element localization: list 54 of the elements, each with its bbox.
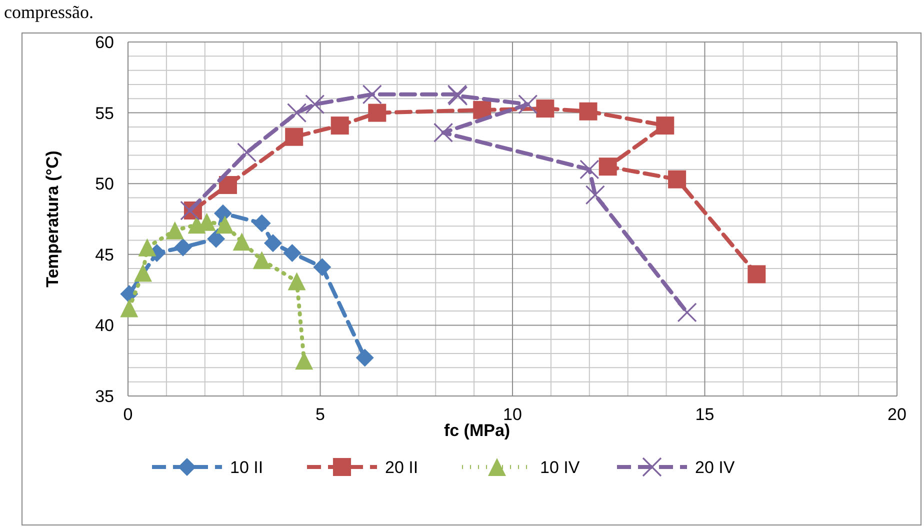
point (218, 176, 237, 194)
point (232, 232, 251, 251)
y-tick-label: 35 (95, 386, 114, 406)
x-tick-label: 20 (888, 405, 906, 424)
point (264, 234, 282, 252)
point (174, 238, 192, 256)
point (473, 100, 492, 119)
point (252, 251, 271, 270)
point (585, 185, 605, 205)
x-tick-label: 10 (503, 405, 522, 424)
y-tick-label: 45 (95, 245, 114, 264)
x-tick-label: 15 (695, 405, 714, 424)
point (283, 244, 302, 262)
x-tick-label: 5 (316, 405, 325, 424)
point (285, 128, 304, 146)
x-axis-title: fc (MPa) (444, 421, 510, 440)
point (656, 116, 674, 135)
point (518, 94, 538, 114)
point (216, 216, 234, 234)
point (134, 264, 152, 282)
legend-label: 10 II (230, 458, 264, 477)
point (368, 104, 386, 122)
point (536, 100, 554, 118)
point (252, 214, 271, 232)
point (668, 170, 686, 188)
point (305, 94, 325, 114)
point (288, 272, 306, 290)
y-tick-label: 50 (95, 174, 114, 194)
point (120, 299, 138, 318)
legend-label: 10 IV (540, 458, 580, 477)
point (433, 122, 454, 142)
legend-label: 20 IV (695, 458, 736, 477)
point (579, 102, 598, 120)
y-tick-label: 40 (95, 316, 114, 336)
y-tick-label: 60 (95, 32, 114, 52)
point (356, 348, 374, 367)
point (237, 142, 257, 162)
point (207, 230, 226, 248)
point (166, 221, 184, 240)
text: compressão. (4, 2, 94, 22)
point (286, 103, 307, 123)
x-tick-label: 0 (123, 405, 133, 424)
point (580, 160, 600, 180)
point (313, 258, 332, 276)
point (677, 302, 697, 322)
point (362, 84, 382, 104)
point (138, 238, 156, 256)
point (598, 158, 617, 176)
y-tick-label: 55 (95, 104, 114, 123)
point (180, 200, 200, 220)
point (330, 116, 349, 135)
legend-label: 20 II (385, 458, 418, 477)
y-axis-title: Temperatura (°C) (43, 150, 62, 288)
point (748, 265, 766, 284)
